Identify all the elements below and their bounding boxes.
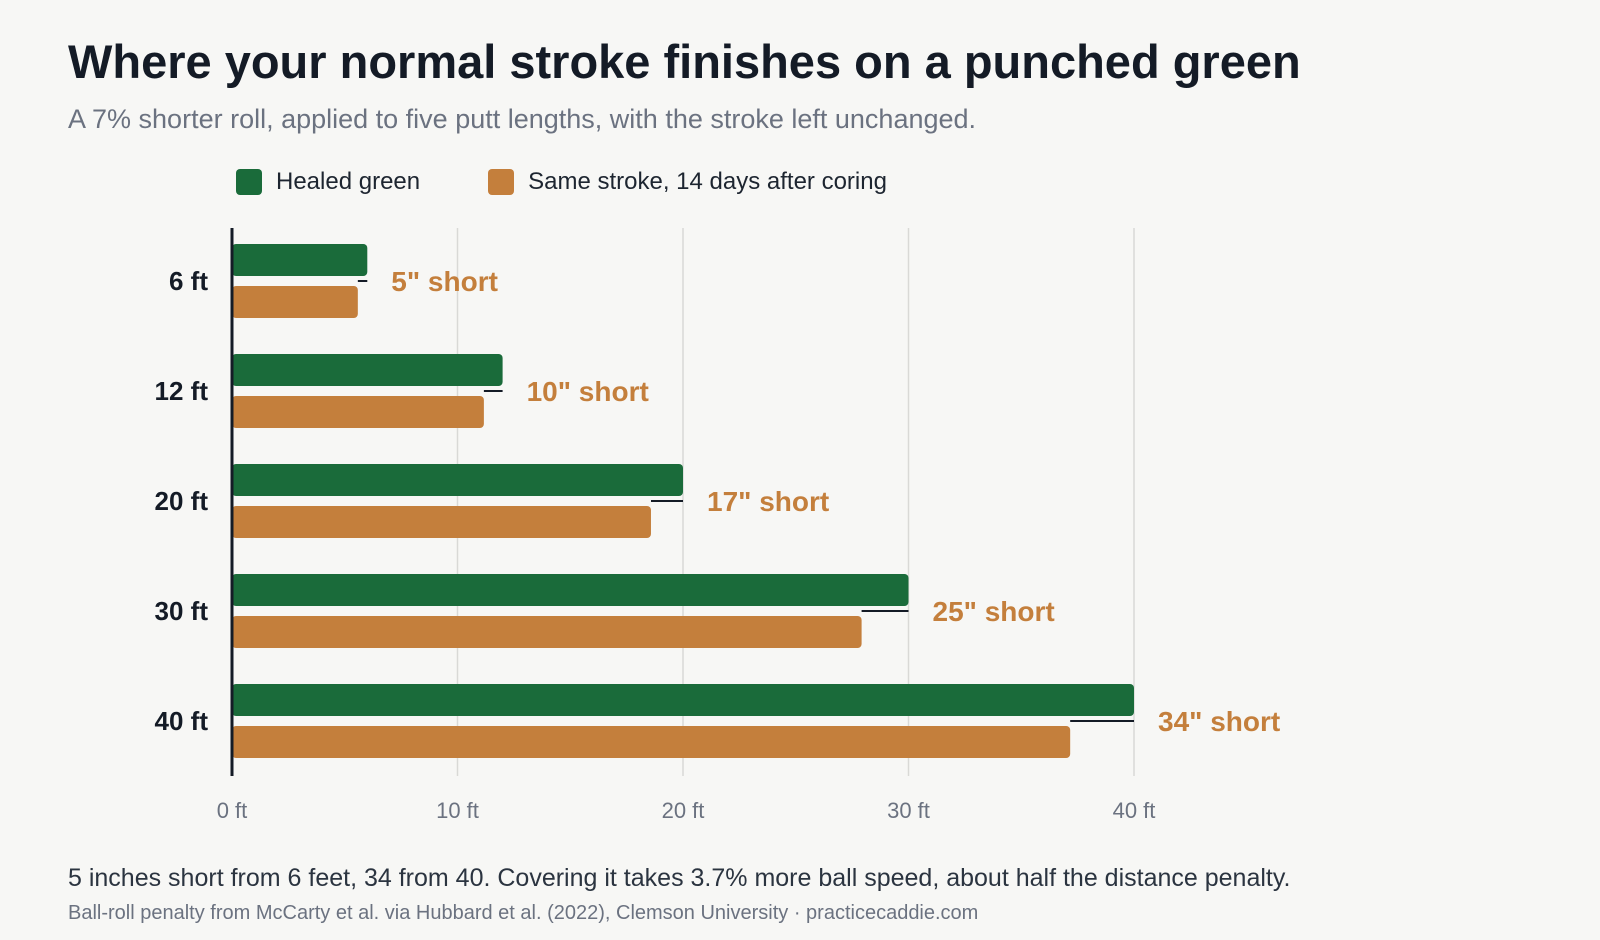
bar-healed <box>232 244 368 276</box>
legend: Healed green Same stroke, 14 days after … <box>236 167 955 197</box>
shortfall-label: 5" short <box>391 266 498 297</box>
y-category-label: 30 ft <box>155 596 209 626</box>
y-category-label: 20 ft <box>155 486 209 516</box>
bar-healed <box>232 354 503 386</box>
y-category-label: 6 ft <box>169 266 208 296</box>
shortfall-label: 10" short <box>527 376 649 407</box>
x-tick-label: 10 ft <box>436 798 479 823</box>
shortfall-label: 34" short <box>1158 706 1280 737</box>
y-category-label: 12 ft <box>155 376 209 406</box>
footnote: 5 inches short from 6 feet, 34 from 40. … <box>68 864 1291 892</box>
x-tick-label: 0 ft <box>217 798 248 823</box>
legend-swatch-healed <box>236 169 262 195</box>
x-tick-label: 30 ft <box>887 798 930 823</box>
legend-label-healed: Healed green <box>276 168 421 195</box>
bar-healed <box>232 684 1134 716</box>
legend-swatch-cored <box>488 169 515 195</box>
bar-cored <box>232 286 358 318</box>
x-tick-label: 40 ft <box>1113 798 1156 823</box>
chart-title: Where your normal stroke finishes on a p… <box>68 35 1301 88</box>
x-tick-label: 20 ft <box>662 798 705 823</box>
bar-cored <box>232 616 862 648</box>
source-credit: Ball-roll penalty from McCarty et al. vi… <box>68 902 979 924</box>
chart-subtitle: A 7% shorter roll, applied to five putt … <box>68 104 977 134</box>
bar-healed <box>232 464 683 496</box>
shortfall-label: 25" short <box>933 596 1055 627</box>
legend-item-cored: Same stroke, 14 days after coring <box>488 168 887 196</box>
shortfall-label: 17" short <box>707 486 829 517</box>
bar-cored <box>232 726 1071 758</box>
legend-label-cored: Same stroke, 14 days after coring <box>528 168 887 195</box>
y-category-label: 40 ft <box>155 706 209 736</box>
bar-healed <box>232 574 909 606</box>
bar-cored <box>232 396 484 428</box>
legend-item-healed: Healed green <box>236 168 420 196</box>
bar-cored <box>232 506 651 538</box>
